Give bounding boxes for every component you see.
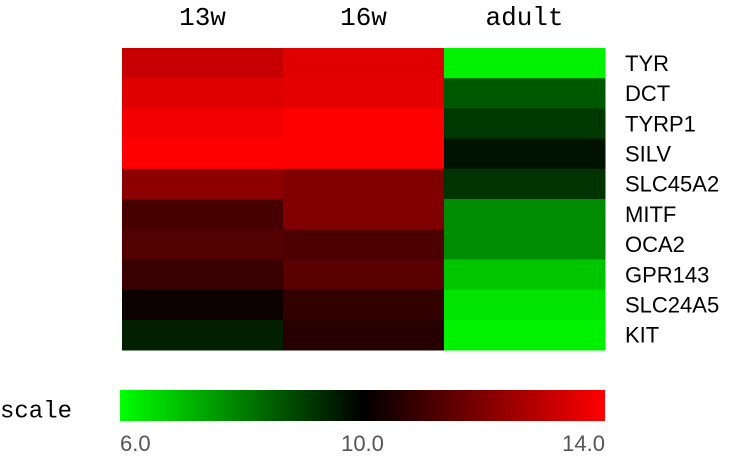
heatmap-cell — [122, 168, 284, 200]
column-label: adult — [485, 3, 563, 33]
heatmap-cell — [444, 289, 606, 321]
heatmap-cell — [283, 229, 445, 260]
colorbar-tick-label: 6.0 — [120, 431, 151, 456]
column-label: 13w — [179, 3, 226, 33]
heatmap-cell — [122, 199, 284, 230]
heatmap-cell — [122, 259, 284, 291]
row-label: GPR143 — [625, 262, 709, 287]
heatmap-cell — [283, 138, 445, 170]
row-label: SILV — [625, 142, 671, 167]
heatmap-cell — [122, 319, 284, 351]
row-label: OCA2 — [625, 232, 685, 257]
heatmap-cell — [444, 138, 606, 170]
heatmap-cell — [444, 199, 606, 230]
heatmap-cell — [283, 108, 445, 140]
heatmap-cell — [444, 108, 606, 140]
heatmap-cell — [283, 168, 445, 200]
heatmap-cell — [122, 108, 284, 140]
heatmap-cell — [444, 78, 606, 109]
row-label: SLC45A2 — [625, 172, 719, 197]
heatmap-cell — [283, 78, 445, 109]
heatmap-cell — [122, 78, 284, 109]
heatmap-cell — [444, 229, 606, 260]
heatmap-cell — [122, 48, 284, 79]
row-label: KIT — [625, 323, 659, 348]
colorbar-label: scale — [0, 398, 72, 425]
heatmap-cell — [283, 289, 445, 321]
heatmap-cell — [283, 48, 445, 79]
column-label: 16w — [340, 3, 387, 33]
heatmap-cell — [283, 199, 445, 230]
row-label: DCT — [625, 81, 670, 106]
heatmap-cell — [444, 319, 606, 351]
colorbar-tick-label: 10.0 — [341, 431, 384, 456]
colorbar — [120, 390, 605, 421]
heatmap-cell — [444, 259, 606, 291]
heatmap-cell — [444, 48, 606, 79]
row-label: TYRP1 — [625, 111, 696, 136]
row-label: TYR — [625, 51, 669, 76]
heatmap-cell — [122, 138, 284, 170]
row-label: MITF — [625, 202, 676, 227]
heatmap-cell — [283, 259, 445, 291]
row-label: SLC24A5 — [625, 293, 719, 318]
heatmap-cell — [122, 289, 284, 321]
heatmap-cell — [444, 168, 606, 200]
heatmap-cell — [283, 319, 445, 351]
heatmap-cell — [122, 229, 284, 260]
colorbar-tick-label: 14.0 — [562, 431, 605, 456]
